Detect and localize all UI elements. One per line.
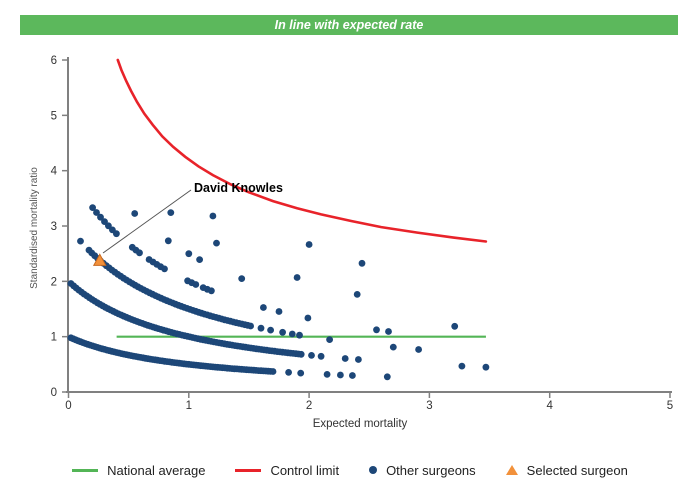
chart-legend: National average Control limit Other sur…	[0, 458, 700, 482]
legend-label: Selected surgeon	[526, 462, 628, 478]
x-axis-title: Expected mortality	[313, 418, 408, 430]
surgeon-dot[interactable]	[136, 249, 143, 257]
legend-item-national-average: National average	[72, 463, 205, 478]
surgeon-dot[interactable]	[317, 352, 325, 360]
annotation-leader-line	[102, 189, 192, 254]
legend-label: Other surgeons	[386, 462, 476, 478]
surgeon-dot[interactable]	[341, 355, 349, 362]
surgeon-dot[interactable]	[93, 209, 100, 216]
surgeon-dot[interactable]	[482, 363, 490, 371]
axis-ticks: 0 1 2 3 4 5 0 1 2 3 4 5 6	[51, 55, 674, 412]
surgeon-dot[interactable]	[113, 230, 120, 238]
surgeon-dot[interactable]	[89, 204, 96, 212]
x-tick-label: 5	[667, 400, 673, 412]
surgeon-dot[interactable]	[296, 331, 303, 339]
surgeon-dot[interactable]	[297, 369, 305, 377]
national-average-swatch	[72, 468, 99, 472]
selected-surgeon-swatch	[505, 465, 518, 475]
x-tick-label: 3	[426, 400, 432, 412]
surgeon-dot[interactable]	[238, 275, 246, 282]
surgeon-dot[interactable]	[275, 308, 283, 315]
y-tick-label: 5	[51, 110, 57, 122]
legend-item-other-surgeons: Other surgeons	[369, 463, 476, 478]
surgeon-dot[interactable]	[196, 256, 204, 263]
y-tick-label: 6	[51, 55, 57, 67]
selected-surgeon-marker[interactable]	[92, 253, 107, 266]
surgeon-dot[interactable]	[209, 212, 217, 220]
surgeon-dot[interactable]	[269, 368, 277, 375]
control-limit-swatch	[235, 468, 262, 472]
control-limit	[116, 58, 488, 243]
surgeon-dot[interactable]	[305, 241, 313, 248]
legend-item-control-limit: Control limit	[235, 463, 339, 478]
surgeon-dot[interactable]	[383, 373, 391, 381]
surgeon-dot[interactable]	[304, 314, 312, 322]
surgeon-dot[interactable]	[297, 350, 305, 358]
surgeon-dot[interactable]	[358, 259, 366, 267]
y-tick-label: 1	[51, 332, 57, 344]
other-surgeons-swatch	[369, 466, 378, 474]
selected-surgeon-layer	[92, 253, 107, 266]
surgeon-dot[interactable]	[97, 213, 104, 221]
legend-label: Control limit	[270, 462, 340, 478]
surgeon-dot[interactable]	[355, 356, 362, 363]
y-tick-label: 3	[51, 221, 57, 233]
surgeon-dot[interactable]	[279, 328, 286, 336]
surgeon-dot[interactable]	[213, 239, 220, 247]
surgeon-dot[interactable]	[337, 371, 344, 379]
surgeon-dot[interactable]	[260, 304, 267, 311]
surgeon-dot[interactable]	[451, 322, 459, 330]
surgeon-dot[interactable]	[161, 265, 168, 273]
surgeon-dot[interactable]	[267, 326, 274, 334]
surgeon-dot[interactable]	[385, 328, 392, 335]
surgeon-dot[interactable]	[167, 209, 175, 217]
surgeon-dot[interactable]	[185, 250, 193, 258]
selected-surgeon-label: David Knowles	[194, 181, 283, 195]
other-surgeons-dots	[67, 204, 490, 381]
surgeon-dot[interactable]	[458, 362, 466, 370]
surgeon-dot[interactable]	[308, 352, 315, 359]
x-tick-label: 0	[65, 400, 71, 412]
y-tick-label: 4	[51, 166, 58, 178]
surgeon-dot[interactable]	[285, 369, 292, 376]
surgeon-dot[interactable]	[326, 336, 333, 343]
control-limit-curve	[116, 58, 488, 243]
status-banner: In line with expected rate	[20, 15, 678, 35]
y-tick-label: 2	[51, 276, 57, 288]
surgeon-dot[interactable]	[257, 324, 265, 332]
legend-item-selected-surgeon: Selected surgeon	[505, 462, 628, 478]
surgeon-dot[interactable]	[131, 210, 139, 217]
y-axis-title: Standardised mortality ratio	[29, 167, 40, 289]
funnel-plot: 0 1 2 3 4 5 0 1 2 3 4 5 6 David Knowles Expected mor…	[29, 55, 674, 430]
surgeon-dot[interactable]	[77, 237, 84, 245]
surgeon-dot[interactable]	[164, 237, 172, 245]
surgeon-dot[interactable]	[293, 274, 301, 281]
surgeon-dot[interactable]	[389, 343, 397, 351]
legend-label: National average	[107, 462, 206, 478]
surgeon-dot[interactable]	[415, 346, 422, 353]
status-banner-text: In line with expected rate	[274, 18, 424, 32]
x-tick-label: 4	[546, 400, 553, 412]
surgeon-dot[interactable]	[247, 322, 255, 330]
surgeon-dot[interactable]	[192, 281, 200, 288]
surgeon-dot[interactable]	[323, 371, 331, 378]
x-tick-label: 2	[306, 400, 312, 412]
surgeon-dot[interactable]	[353, 291, 361, 298]
x-tick-label: 1	[186, 400, 192, 412]
surgeon-dot[interactable]	[349, 372, 356, 379]
y-tick-label: 0	[51, 387, 57, 399]
surgeon-dot[interactable]	[288, 330, 296, 338]
surgeon-dot[interactable]	[208, 287, 215, 295]
surgeon-dot[interactable]	[373, 326, 380, 334]
